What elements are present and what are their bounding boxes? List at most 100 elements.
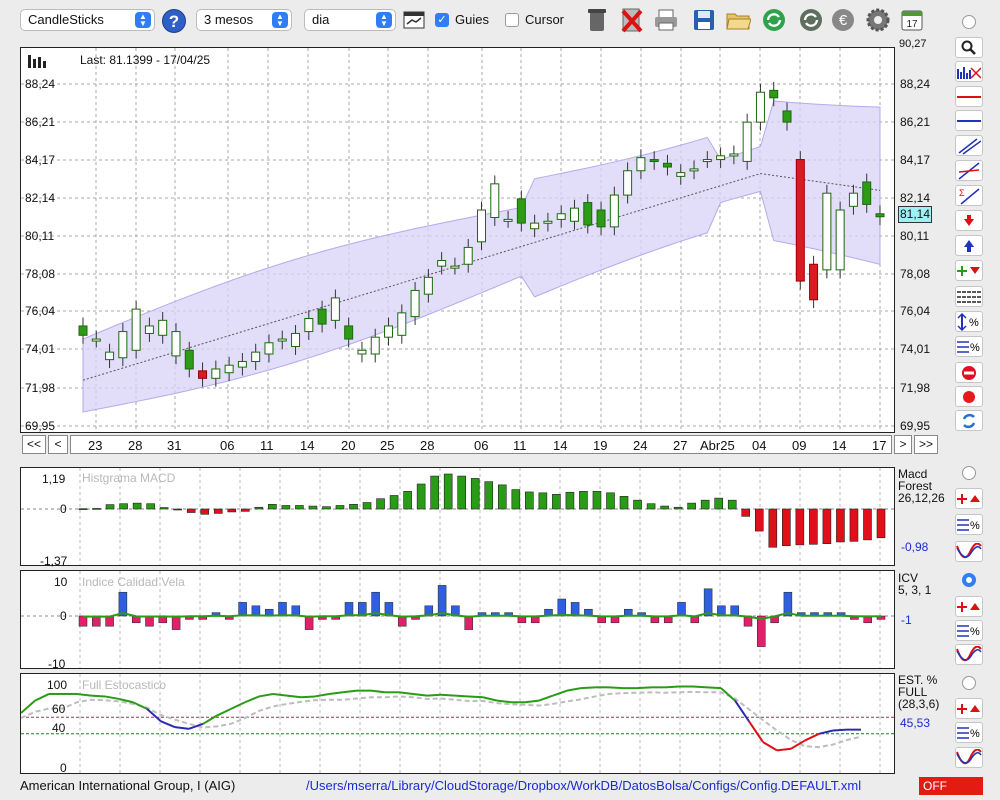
macd-panel[interactable]: [20, 467, 895, 566]
candle: [291, 332, 301, 348]
next-button[interactable]: >: [894, 435, 912, 454]
refresh-icon[interactable]: [760, 6, 788, 34]
panel-radio-main[interactable]: [962, 15, 976, 29]
date-axis[interactable]: [70, 435, 892, 454]
percent-range-icon[interactable]: %: [955, 311, 983, 332]
signals-icon[interactable]: [955, 488, 983, 509]
icv-bar: [464, 615, 473, 630]
arrow-up-icon[interactable]: [955, 235, 983, 256]
prev-button[interactable]: <: [48, 435, 68, 454]
stochastic-k-line: [566, 687, 582, 692]
macd-bar: [200, 508, 210, 515]
svg-text:%: %: [970, 626, 980, 638]
date-tick: 09: [792, 438, 807, 453]
price-tick: 76,04: [25, 304, 56, 318]
macd-bar: [376, 498, 385, 510]
panel-radio-macd[interactable]: [962, 466, 976, 480]
stochastic-k-line: [776, 747, 792, 752]
calendar-icon[interactable]: 17: [898, 6, 926, 34]
main-chart[interactable]: [20, 47, 895, 433]
oscillator-icon[interactable]: [955, 644, 983, 665]
sync-icon[interactable]: [955, 410, 983, 431]
horizontal-line-blue-icon[interactable]: [955, 110, 983, 131]
stochastic-k-line: [482, 696, 498, 702]
macd-bar: [92, 508, 101, 510]
icv-panel[interactable]: [20, 570, 895, 669]
channel-icon[interactable]: [955, 135, 983, 156]
folder-icon[interactable]: [724, 6, 752, 34]
macd-bar: [186, 508, 196, 513]
record-icon[interactable]: [955, 386, 983, 407]
percent-lines-icon[interactable]: %: [955, 722, 983, 743]
macd-bar: [511, 489, 521, 510]
macd-bar: [322, 506, 331, 510]
macd-bar: [362, 502, 372, 510]
euro-icon[interactable]: €: [829, 6, 857, 34]
calendar-chart-icon[interactable]: [400, 6, 428, 34]
horizontal-line-red-icon[interactable]: [955, 86, 983, 107]
arrow-down-icon[interactable]: [955, 210, 983, 231]
macd-bar: [281, 505, 291, 510]
stochastic-k-line: [720, 687, 736, 702]
macd-value: -0,98: [901, 540, 929, 554]
oscillator-icon[interactable]: [955, 541, 983, 562]
macd-bar: [497, 484, 507, 510]
macd-bar: [268, 503, 277, 510]
percent-lines-icon[interactable]: %: [955, 514, 983, 535]
stoch-tick-0: 0: [60, 761, 67, 775]
candle: [769, 89, 779, 99]
candle: [649, 159, 659, 163]
delete-icon[interactable]: [618, 6, 646, 34]
candle: [450, 265, 460, 269]
stochastic-chart: [21, 674, 894, 773]
oscillator-icon[interactable]: [955, 747, 983, 768]
stochastic-k-line: [146, 708, 162, 723]
macd-bar: [863, 508, 872, 541]
stochastic-k-line: [328, 691, 344, 695]
price-tick: 86,21: [25, 115, 56, 129]
trash-icon[interactable]: [583, 6, 611, 34]
zoom-icon[interactable]: [955, 37, 983, 58]
first-button[interactable]: <<: [22, 435, 46, 454]
macd-bar: [727, 499, 737, 510]
lines-icon[interactable]: [955, 286, 983, 307]
stochastic-panel[interactable]: [20, 673, 895, 774]
fibonacci-icon[interactable]: Σ: [955, 185, 983, 206]
stochastic-k-line: [300, 695, 316, 699]
price-tick: 71,98: [900, 381, 931, 395]
cursor-checkbox[interactable]: [505, 13, 519, 27]
config-path-link[interactable]: /Users/mserra/Library/CloudStorage/Dropb…: [306, 778, 862, 793]
chart-type-select[interactable]: CandleSticks ▲ ▼: [20, 9, 155, 31]
macd-bar: [565, 491, 575, 510]
panel-radio-icv[interactable]: [962, 573, 976, 587]
signals-icon[interactable]: [955, 260, 983, 281]
chevron-updown-icon: ▲ ▼: [376, 12, 392, 28]
trendline-icon[interactable]: [955, 160, 983, 181]
macd-bar: [525, 491, 534, 510]
printer-icon[interactable]: [652, 6, 680, 34]
guides-checkbox[interactable]: ✓: [435, 13, 449, 27]
gear-icon[interactable]: [864, 6, 892, 34]
candle: [875, 213, 885, 218]
reload-icon[interactable]: [797, 6, 825, 34]
no-entry-icon[interactable]: [955, 362, 983, 383]
moving-average-line: [82, 173, 881, 381]
help-button[interactable]: ?: [162, 9, 186, 33]
interval-select[interactable]: dia ▲ ▼: [304, 9, 396, 31]
percent-lines-icon[interactable]: %: [955, 336, 983, 357]
candle: [862, 181, 872, 205]
candle: [277, 338, 287, 342]
signals-icon[interactable]: [955, 698, 983, 719]
last-button[interactable]: >>: [914, 435, 938, 454]
candle: [556, 213, 566, 220]
signals-icon[interactable]: [955, 596, 983, 617]
help-glyph: ?: [168, 12, 180, 31]
save-icon[interactable]: [690, 6, 718, 34]
macd-bar: [673, 506, 683, 510]
period-select[interactable]: 3 mesos ▲ ▼: [196, 9, 292, 31]
off-label: OFF: [923, 779, 947, 793]
overlay-chart-icon[interactable]: [955, 61, 983, 82]
percent-lines-icon[interactable]: %: [955, 620, 983, 641]
status-off-badge[interactable]: OFF: [919, 777, 983, 795]
panel-radio-stochastic[interactable]: [962, 676, 976, 690]
